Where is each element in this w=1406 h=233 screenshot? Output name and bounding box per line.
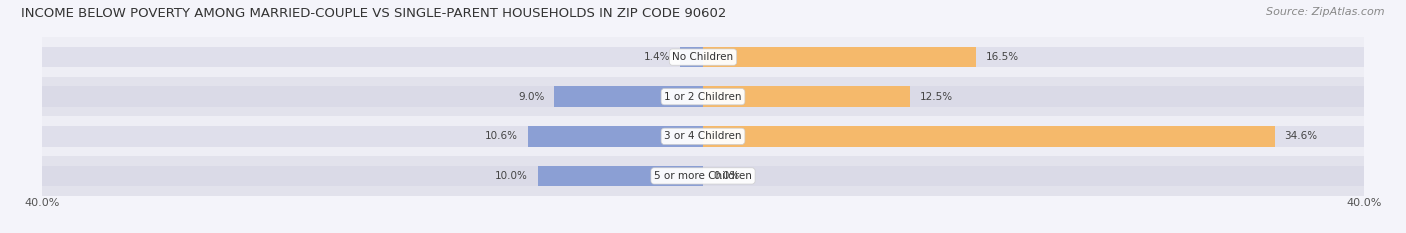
Bar <box>42 86 1364 107</box>
Text: No Children: No Children <box>672 52 734 62</box>
Text: 5 or more Children: 5 or more Children <box>654 171 752 181</box>
Bar <box>527 126 703 147</box>
Bar <box>703 47 976 67</box>
Bar <box>703 86 910 107</box>
Bar <box>681 47 703 67</box>
Bar <box>42 37 1364 77</box>
Bar <box>42 116 1364 156</box>
Text: 10.0%: 10.0% <box>495 171 527 181</box>
Text: 9.0%: 9.0% <box>517 92 544 102</box>
Text: 3 or 4 Children: 3 or 4 Children <box>664 131 742 141</box>
Text: 10.6%: 10.6% <box>485 131 517 141</box>
Bar <box>703 126 1275 147</box>
Text: 16.5%: 16.5% <box>986 52 1018 62</box>
Bar <box>42 77 1364 116</box>
Text: 0.0%: 0.0% <box>713 171 740 181</box>
Bar <box>42 156 1364 196</box>
Bar <box>554 86 703 107</box>
Text: 1.4%: 1.4% <box>644 52 669 62</box>
Text: INCOME BELOW POVERTY AMONG MARRIED-COUPLE VS SINGLE-PARENT HOUSEHOLDS IN ZIP COD: INCOME BELOW POVERTY AMONG MARRIED-COUPL… <box>21 7 727 20</box>
Bar <box>42 166 1364 186</box>
Bar <box>537 166 703 186</box>
Text: 34.6%: 34.6% <box>1285 131 1317 141</box>
Bar <box>42 126 1364 147</box>
Text: 12.5%: 12.5% <box>920 92 952 102</box>
Text: 1 or 2 Children: 1 or 2 Children <box>664 92 742 102</box>
Bar <box>42 47 1364 67</box>
Text: Source: ZipAtlas.com: Source: ZipAtlas.com <box>1267 7 1385 17</box>
